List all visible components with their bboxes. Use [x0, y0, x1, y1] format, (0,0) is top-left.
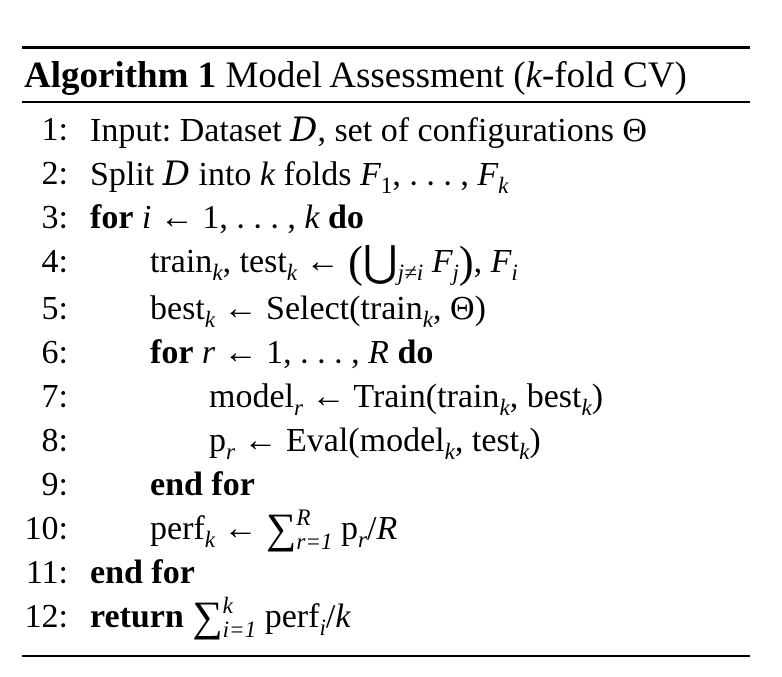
header-rule: [22, 101, 750, 103]
line-number: 12:: [24, 598, 68, 635]
line-body: Input: Dataset D, set of configurations …: [90, 110, 647, 150]
line-body: end for: [90, 554, 195, 591]
line-number: 1:: [41, 111, 68, 148]
line-number: 11:: [25, 554, 68, 591]
line-body: Split D into k folds F1, . . . , Fk: [90, 154, 509, 200]
line-body: end for: [150, 466, 255, 503]
line-number: 2:: [41, 155, 68, 192]
line-number: 6:: [41, 334, 68, 371]
line-number: 7:: [41, 378, 68, 415]
line-number: 3:: [41, 199, 68, 236]
line-number: 9:: [41, 466, 68, 503]
line-number: 4:: [41, 243, 68, 280]
line-number: 10:: [24, 510, 68, 547]
line-body: traink, testk ← (⋃j≠i Fj), Fi: [150, 237, 518, 287]
algorithm-title-text: Model Assessment (: [225, 55, 526, 96]
line-body: for i ← 1, . . . , k do: [90, 199, 364, 236]
algorithm-title: Algorithm 1 Model Assessment (k-fold CV): [24, 54, 687, 98]
line-body: return ∑ k i=1 perfi/k: [90, 592, 351, 644]
bottom-rule: [22, 655, 750, 657]
line-body: pr ← Eval(modelk, testk): [209, 422, 541, 466]
algorithm-title-end: -fold CV): [541, 55, 687, 96]
line-number: 5:: [41, 290, 68, 327]
algorithm-label: Algorithm 1: [24, 55, 217, 96]
algorithm-title-var: k: [525, 55, 542, 96]
line-body: for r ← 1, . . . , R do: [150, 334, 434, 371]
line-body: modelr ← Train(traink, bestk): [209, 378, 604, 422]
line-body: bestk ← Select(traink, Θ): [150, 290, 486, 334]
top-rule: [22, 46, 750, 49]
line-number: 8:: [41, 422, 68, 459]
